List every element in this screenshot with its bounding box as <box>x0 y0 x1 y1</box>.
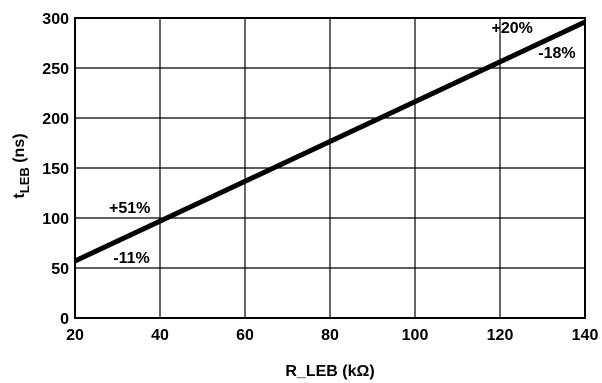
x-axis-label: R_LEB (kΩ) <box>285 363 374 380</box>
y-tick-label: 250 <box>42 61 69 78</box>
y-tick-label: 100 <box>42 211 69 228</box>
x-tick-label: 40 <box>151 327 169 344</box>
grid <box>74 17 586 319</box>
y-axis-label-unit: (ns) <box>11 133 28 167</box>
series <box>73 19 587 264</box>
x-tick-label: 140 <box>572 327 599 344</box>
y-axis-label: tLEB (ns) <box>11 133 32 198</box>
y-tick-label: 200 <box>42 111 69 128</box>
y-tick-label: 300 <box>42 11 69 28</box>
annotation-label: -18% <box>538 45 575 62</box>
series-line <box>73 19 587 264</box>
annotation-label: -11% <box>113 250 149 267</box>
plot-frame <box>74 17 586 319</box>
y-axis-label-main: t <box>11 193 28 199</box>
y-axis-label-sub: LEB <box>17 167 32 193</box>
y-tick-label: 0 <box>60 311 69 328</box>
annotation-label: +51% <box>109 200 150 217</box>
x-tick-label: 100 <box>402 327 429 344</box>
y-tick-label: 50 <box>51 261 69 278</box>
y-tick-label: 150 <box>42 161 69 178</box>
x-tick-label: 20 <box>66 327 84 344</box>
x-tick-label: 120 <box>487 327 514 344</box>
x-tick-label: 80 <box>321 327 339 344</box>
tick-labels: 20 40 60 80 100 120 140 0 50 100 150 200 250 300 <box>42 11 598 344</box>
x-tick-label: 60 <box>236 327 254 344</box>
annotations: +51% -11% +20% -18% <box>109 20 576 267</box>
annotation-label: +20% <box>492 20 533 37</box>
